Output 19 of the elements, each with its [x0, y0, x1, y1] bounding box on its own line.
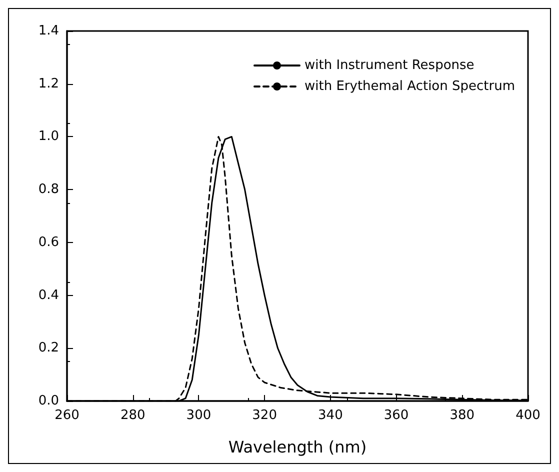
y-tick-label: 0.4 [38, 288, 59, 303]
y-tick-label: 1.0 [38, 129, 59, 144]
y-tick-label: 1.2 [38, 76, 59, 92]
y-tick-label: 1.4 [38, 24, 59, 38]
y-tick-label: 0.8 [38, 182, 59, 198]
y-tick-label: 0.6 [38, 234, 59, 250]
legend-label: with Instrument Response [304, 58, 474, 73]
x-axis-title: Wavelength (nm) [228, 438, 367, 456]
y-tick-label: 0.2 [38, 340, 59, 356]
y-tick-label: 0.0 [38, 394, 59, 408]
x-tick-label: 260 [54, 408, 80, 423]
x-tick-label: 380 [450, 408, 475, 423]
x-tick-label: 340 [318, 408, 343, 423]
x-tick-label: 300 [186, 408, 212, 423]
x-tick-label: 280 [120, 408, 146, 423]
x-tick-label: 360 [384, 408, 409, 423]
x-tick-label: 320 [252, 408, 277, 423]
x-tick-label: 400 [516, 408, 540, 423]
legend-label: with Erythemal Action Spectrum [304, 79, 515, 94]
